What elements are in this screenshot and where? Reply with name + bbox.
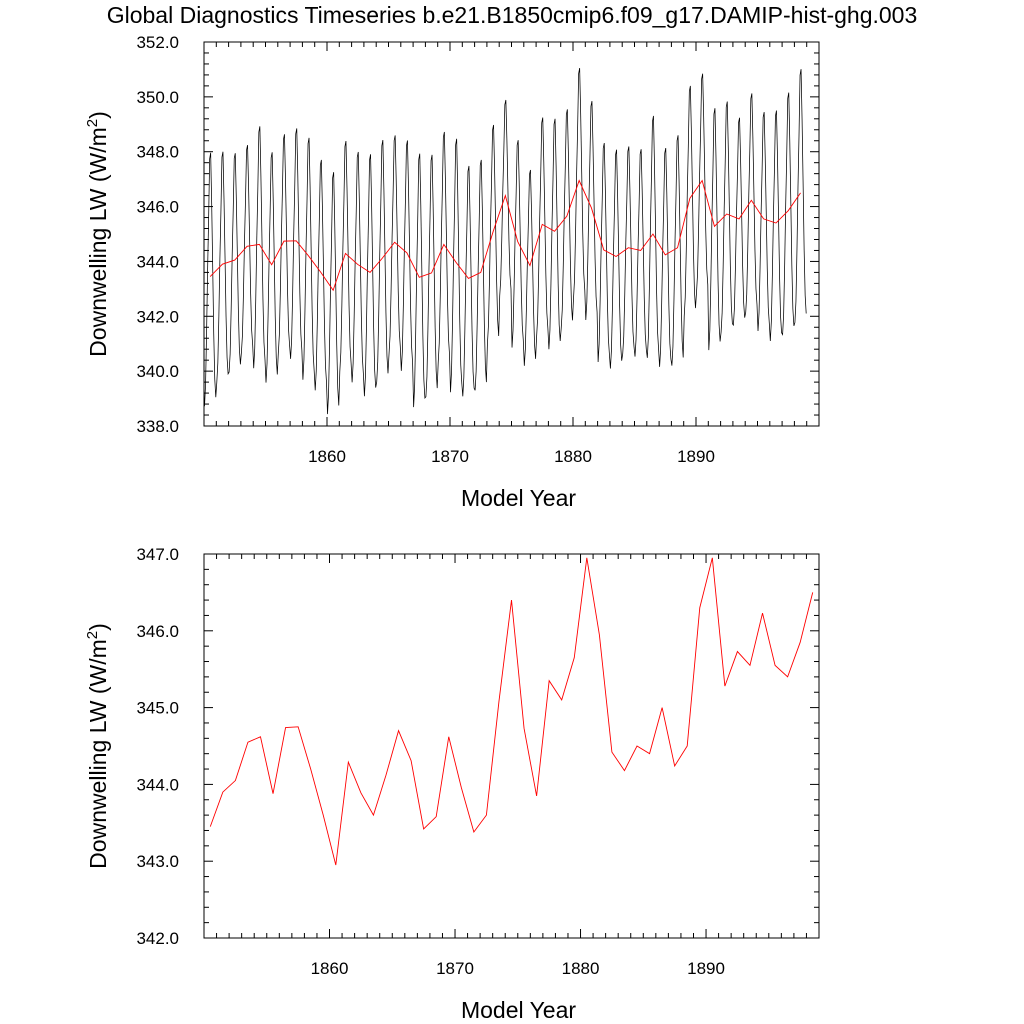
bottom-annual-series-line — [209, 557, 814, 866]
bottom-y-tick-label: 347.0 — [136, 545, 179, 564]
top-y-tick-label: 350.0 — [136, 88, 179, 107]
bottom-y-tick-label: 344.0 — [136, 775, 179, 794]
top-y-tick-label: 340.0 — [136, 362, 179, 381]
bottom-y-tick-label: 346.0 — [136, 622, 179, 641]
bottom-y-tick-label: 345.0 — [136, 699, 179, 718]
top-x-tick-label: 1880 — [554, 447, 592, 466]
bottom-x-tick-label: 1880 — [562, 959, 600, 978]
top-monthly-series-line — [204, 67, 807, 415]
top-y-tick-label: 342.0 — [136, 307, 179, 326]
top-x-axis-label: Model Year — [461, 485, 576, 511]
top-panel: 1860 1870 1880 1890 338.0 340.0 342.0 344.0 346.… — [84, 33, 820, 511]
top-y-tick-label: 352.0 — [136, 33, 179, 52]
top-x-tick-label: 1870 — [431, 447, 469, 466]
bottom-plot-frame — [203, 553, 820, 939]
top-annual-series-line — [209, 179, 801, 292]
top-y-tick-label: 346.0 — [136, 198, 179, 217]
top-x-tick-label: 1860 — [308, 447, 346, 466]
bottom-x-tick-label: 1860 — [311, 959, 349, 978]
top-x-tick-label: 1890 — [677, 447, 715, 466]
bottom-panel: 1860 1870 1880 1890 342.0 343.0 344.0 345.0 346.… — [84, 545, 820, 1023]
top-y-axis-label: Downwelling LW (W/m2) — [84, 111, 111, 357]
bottom-x-tick-label: 1870 — [436, 959, 474, 978]
page-title: Global Diagnostics Timeseries b.e21.B185… — [106, 2, 918, 28]
bottom-y-tick-label: 342.0 — [136, 929, 179, 948]
top-y-tick-label: 344.0 — [136, 252, 179, 271]
top-plot-frame — [203, 41, 820, 427]
bottom-y-tick-label: 343.0 — [136, 852, 179, 871]
bottom-y-axis-label: Downwelling LW (W/m2) — [84, 623, 111, 869]
top-y-tick-label: 338.0 — [136, 417, 179, 436]
bottom-x-tick-label: 1890 — [687, 959, 725, 978]
top-y-tick-label: 348.0 — [136, 143, 179, 162]
bottom-x-axis-label: Model Year — [461, 997, 576, 1023]
